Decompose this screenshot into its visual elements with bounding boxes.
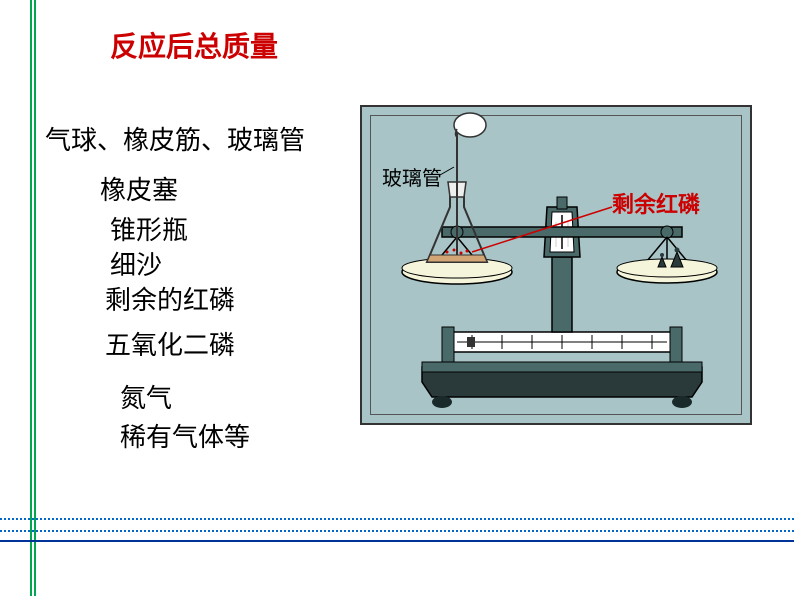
list-item: 氮气	[120, 378, 172, 415]
list-item: 橡皮塞	[100, 170, 178, 207]
list-item: 气球、橡皮筋、玻璃管	[45, 120, 305, 157]
balance-diagram: 玻璃管 剩余红磷	[360, 105, 752, 425]
list-item: 锥形瓶	[110, 210, 188, 247]
dotted-divider	[0, 518, 794, 520]
solid-divider	[0, 540, 794, 542]
list-item: 剩余的红磷	[105, 280, 235, 317]
list-item: 细沙	[110, 245, 162, 282]
balance-svg	[362, 107, 754, 427]
list-item: 稀有气体等	[120, 417, 250, 454]
vertical-green-divider	[30, 0, 36, 596]
dotted-divider	[0, 530, 794, 532]
list-item: 五氧化二磷	[105, 325, 235, 362]
page-title: 反应后总质量	[110, 25, 278, 65]
